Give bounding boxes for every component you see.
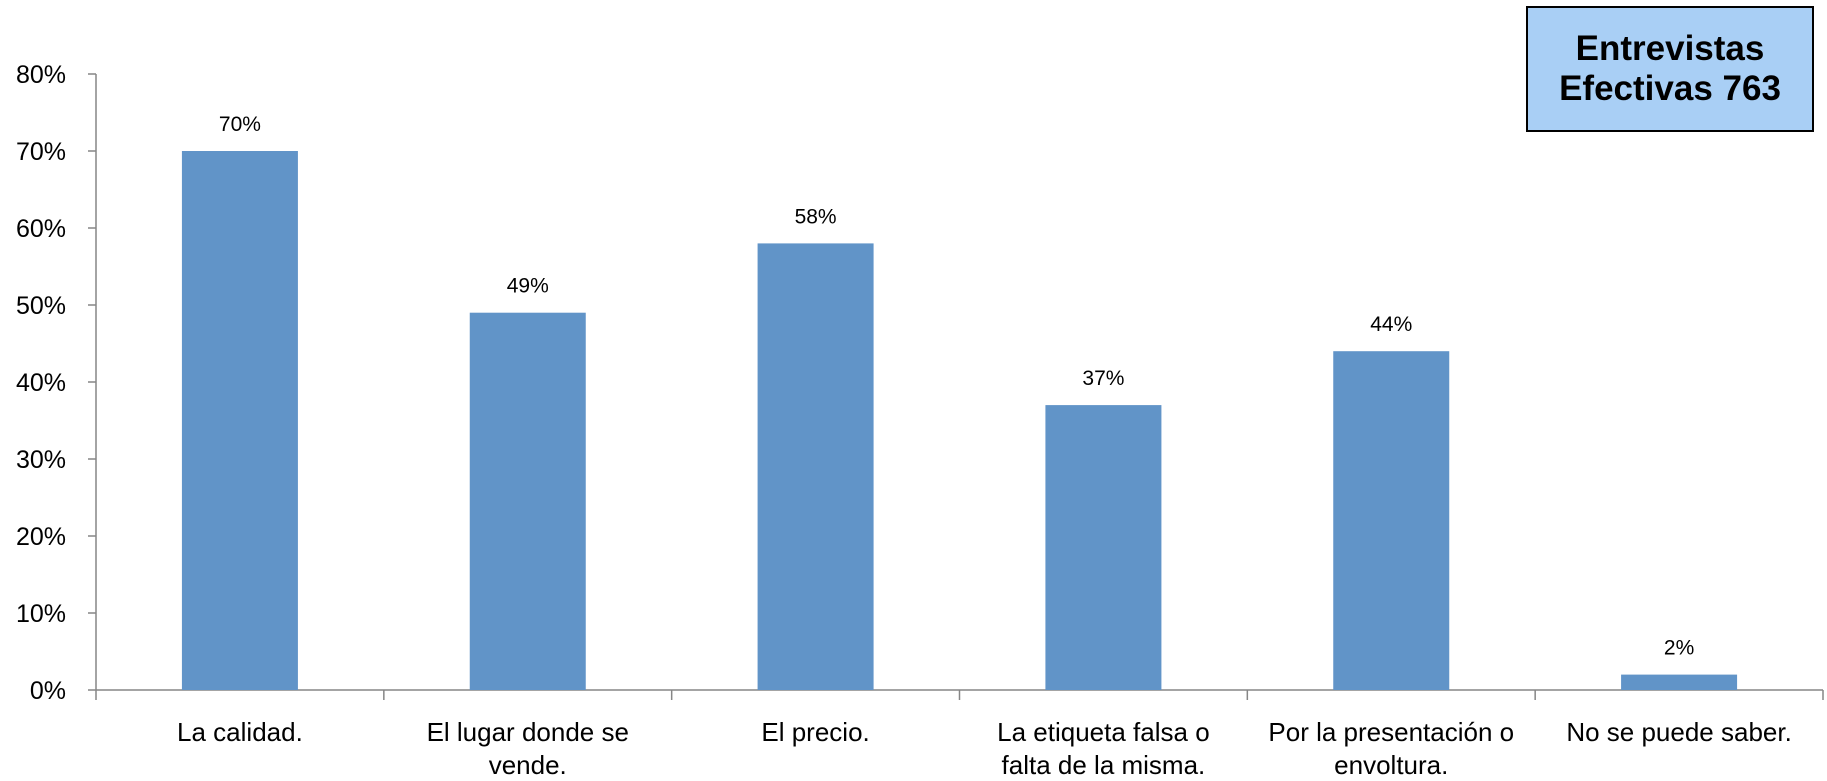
category-label-line: La etiqueta falsa o xyxy=(997,717,1210,747)
category-label-line: Por la presentación o xyxy=(1268,717,1514,747)
y-tick-label: 20% xyxy=(16,523,66,551)
bar xyxy=(1621,674,1738,690)
y-tick-label: 30% xyxy=(16,446,66,474)
category-label-line: El lugar donde se xyxy=(427,717,629,747)
category-label-line: vende. xyxy=(489,750,567,780)
data-label: 37% xyxy=(1082,367,1124,390)
y-tick-label: 10% xyxy=(16,600,66,628)
bar xyxy=(757,243,874,690)
y-tick-label: 0% xyxy=(30,677,66,705)
info-box-line-1: Entrevistas xyxy=(1575,29,1765,68)
data-label: 2% xyxy=(1664,637,1694,660)
category-label-line: El precio. xyxy=(761,717,869,747)
category-label-line: La calidad. xyxy=(177,717,303,747)
category-label-line: No se puede saber. xyxy=(1566,717,1792,747)
bar xyxy=(469,312,586,690)
category-labels: La calidad. El lugar donde se vende. El pre… xyxy=(177,717,1792,780)
data-label: 44% xyxy=(1370,313,1412,336)
y-tick-label: 70% xyxy=(16,138,66,166)
category-label: Por la presentación o envoltura. xyxy=(1268,717,1514,780)
bar xyxy=(1333,351,1450,690)
bars xyxy=(181,151,1738,690)
data-label: 49% xyxy=(507,275,549,298)
category-label: La calidad. xyxy=(177,717,303,747)
info-box-line-2: Efectivas 763 xyxy=(1559,69,1781,108)
y-axis: 0% 10% 20% 30% 40% 50% 60% 70% 80% xyxy=(16,61,97,705)
bar xyxy=(1045,405,1162,690)
y-tick-label: 50% xyxy=(16,292,66,320)
y-tick-label: 80% xyxy=(16,61,66,89)
category-label: No se puede saber. xyxy=(1566,717,1792,747)
y-tick-label: 40% xyxy=(16,369,66,397)
category-label: El lugar donde se vende. xyxy=(427,717,629,780)
category-label: La etiqueta falsa o falta de la misma. xyxy=(997,717,1210,780)
category-label-line: envoltura. xyxy=(1334,750,1448,780)
interviews-info-box: Entrevistas Efectivas 763 xyxy=(1526,6,1814,132)
category-label: El precio. xyxy=(761,717,869,747)
data-labels: 70% 49% 58% 37% 44% 2% xyxy=(219,113,1694,660)
x-axis xyxy=(95,689,1824,700)
category-label-line: falta de la misma. xyxy=(1002,750,1206,780)
data-label: 70% xyxy=(219,113,261,136)
y-tick-label: 60% xyxy=(16,215,66,243)
data-label: 58% xyxy=(795,205,837,228)
bar xyxy=(181,151,298,690)
